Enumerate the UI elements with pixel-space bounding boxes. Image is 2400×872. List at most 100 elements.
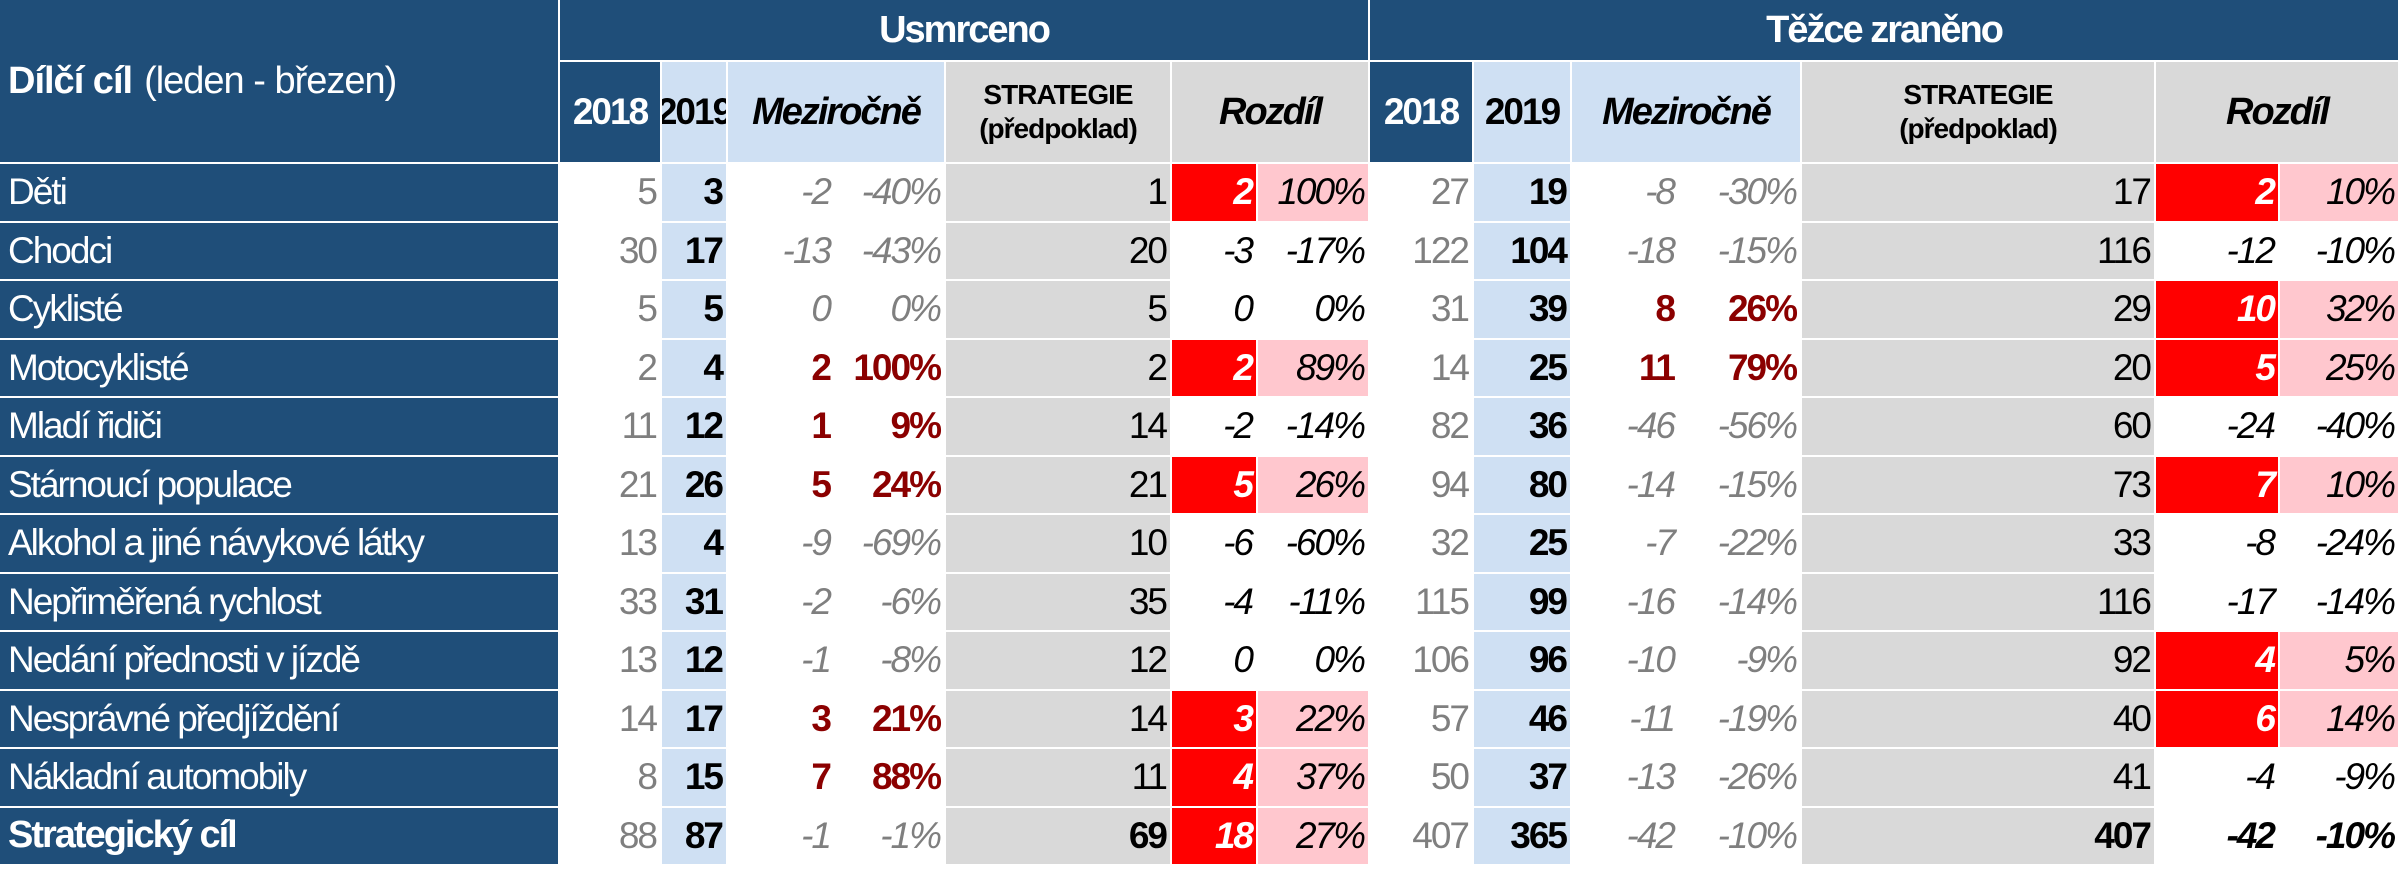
killed-2019: 26 [662,456,728,515]
corner-title: Dílčí cíl [8,59,133,102]
killed-diff-abs: 4 [1172,749,1258,808]
injured-yoy-pct: -19% [1680,690,1802,749]
killed-diff-pct: -14% [1258,398,1370,457]
killed-yoy-pct: 0% [836,281,946,340]
injured-2019: 39 [1474,281,1572,340]
killed-diff-abs: 2 [1172,164,1258,223]
killed-strategy: 1 [946,164,1172,223]
killed-2019: 12 [662,398,728,457]
killed-yoy-diff: 0 [728,281,836,340]
injured-strategy: 20 [1802,339,2156,398]
injured-yoy-pct: -15% [1680,456,1802,515]
row-label: Stárnoucí populace [0,456,560,515]
killed-col-strategy: STRATEGIE (předpoklad) [946,62,1172,164]
injured-yoy-diff: -10 [1572,632,1680,691]
killed-yoy-pct: 24% [836,456,946,515]
killed-2019: 3 [662,164,728,223]
killed-yoy-diff: -2 [728,573,836,632]
killed-yoy-diff: 2 [728,339,836,398]
injured-2019: 37 [1474,749,1572,808]
injured-2018: 31 [1370,281,1474,340]
injured-2018: 50 [1370,749,1474,808]
killed-2018: 14 [560,690,662,749]
injured-strategy: 116 [1802,222,2156,281]
killed-diff-abs: 3 [1172,690,1258,749]
killed-yoy-pct: 21% [836,690,946,749]
killed-col-2018: 2018 [560,62,662,164]
killed-yoy-pct: 9% [836,398,946,457]
killed-2019: 87 [662,807,728,866]
killed-diff-pct: 22% [1258,690,1370,749]
injured-diff-abs: -24 [2156,398,2280,457]
injured-2018: 27 [1370,164,1474,223]
row-label: Strategický cíl [0,807,560,866]
killed-strategy: 12 [946,632,1172,691]
killed-yoy-diff: 5 [728,456,836,515]
injured-diff-abs: 5 [2156,339,2280,398]
killed-diff-pct: 89% [1258,339,1370,398]
killed-yoy-diff: -1 [728,632,836,691]
injured-yoy-pct: -56% [1680,398,1802,457]
row-label: Nákladní automobily [0,749,560,808]
killed-strategy: 10 [946,515,1172,574]
injured-diff-pct: 5% [2280,632,2400,691]
killed-diff-pct: 0% [1258,281,1370,340]
injured-2019: 36 [1474,398,1572,457]
killed-diff-abs: 2 [1172,339,1258,398]
killed-col-diff: Rozdíl [1172,62,1370,164]
injured-diff-pct: 10% [2280,456,2400,515]
killed-yoy-pct: 100% [836,339,946,398]
killed-yoy-diff: 7 [728,749,836,808]
injured-yoy-pct: -9% [1680,632,1802,691]
injured-yoy-pct: 26% [1680,281,1802,340]
injured-strategy: 29 [1802,281,2156,340]
killed-2018: 33 [560,573,662,632]
injured-2019: 80 [1474,456,1572,515]
group-header-killed: Usmrceno [560,0,1370,62]
injured-strategy: 17 [1802,164,2156,223]
row-label: Mladí řidiči [0,398,560,457]
killed-strategy: 35 [946,573,1172,632]
killed-yoy-diff: -13 [728,222,836,281]
killed-diff-pct: -60% [1258,515,1370,574]
injured-yoy-diff: -18 [1572,222,1680,281]
killed-diff-abs: -6 [1172,515,1258,574]
injured-diff-pct: -10% [2280,222,2400,281]
killed-strategy-line2: (předpoklad) [979,113,1138,144]
killed-strategy: 5 [946,281,1172,340]
killed-strategy: 14 [946,690,1172,749]
killed-yoy-diff: -2 [728,164,836,223]
killed-2018: 30 [560,222,662,281]
row-label: Nedání přednosti v jízdě [0,632,560,691]
injured-strategy: 407 [1802,807,2156,866]
injured-2019: 99 [1474,573,1572,632]
injured-diff-abs: 6 [2156,690,2280,749]
injured-diff-pct: -24% [2280,515,2400,574]
injured-strategy: 60 [1802,398,2156,457]
killed-yoy-pct: 88% [836,749,946,808]
killed-diff-abs: 0 [1172,632,1258,691]
injured-strategy: 33 [1802,515,2156,574]
killed-2018: 2 [560,339,662,398]
injured-yoy-pct: 79% [1680,339,1802,398]
injured-strategy: 92 [1802,632,2156,691]
injured-strategy: 116 [1802,573,2156,632]
injured-yoy-pct: -14% [1680,573,1802,632]
killed-yoy-pct: -6% [836,573,946,632]
injured-diff-pct: 25% [2280,339,2400,398]
corner-subtitle: (leden - březen) [144,59,397,102]
injured-yoy-diff: 11 [1572,339,1680,398]
killed-diff-pct: 37% [1258,749,1370,808]
injured-yoy-pct: -30% [1680,164,1802,223]
injured-col-2018: 2018 [1370,62,1474,164]
killed-2018: 11 [560,398,662,457]
killed-2018: 21 [560,456,662,515]
killed-diff-pct: -11% [1258,573,1370,632]
injured-2019: 19 [1474,164,1572,223]
injured-strategy-line2: (předpoklad) [1899,113,2058,144]
injured-diff-abs: 2 [2156,164,2280,223]
killed-2019: 15 [662,749,728,808]
injured-2018: 407 [1370,807,1474,866]
row-label: Děti [0,164,560,223]
injured-2018: 122 [1370,222,1474,281]
